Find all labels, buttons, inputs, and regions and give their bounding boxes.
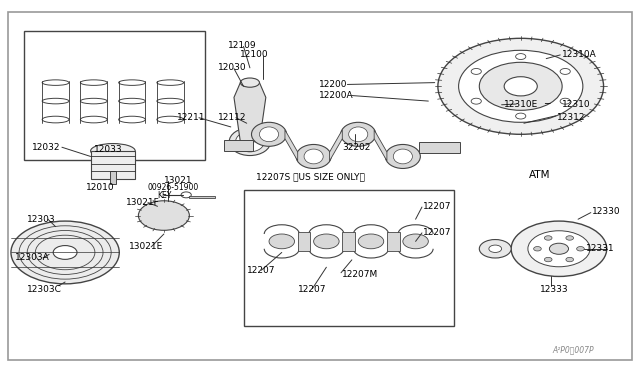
Circle shape <box>11 221 119 284</box>
Circle shape <box>471 98 481 104</box>
Circle shape <box>438 38 604 134</box>
Text: 12207M: 12207M <box>342 270 378 279</box>
Text: 12200A: 12200A <box>319 91 353 100</box>
Polygon shape <box>387 232 399 251</box>
Text: 12310: 12310 <box>562 100 591 109</box>
Polygon shape <box>342 232 355 251</box>
Circle shape <box>545 236 552 240</box>
Circle shape <box>511 221 607 276</box>
Circle shape <box>528 231 590 267</box>
Text: 12330: 12330 <box>592 207 621 217</box>
Circle shape <box>534 247 541 251</box>
Bar <box>91 151 135 179</box>
Text: 12200: 12200 <box>319 80 348 89</box>
Text: 12331: 12331 <box>586 244 614 253</box>
Text: KEY: KEY <box>157 191 172 200</box>
Text: 12303C: 12303C <box>27 285 61 294</box>
Text: 12207: 12207 <box>423 202 452 211</box>
Text: 12100: 12100 <box>241 51 269 60</box>
Text: 12033: 12033 <box>94 145 123 154</box>
Text: 12112: 12112 <box>218 113 246 122</box>
Polygon shape <box>330 130 342 161</box>
Text: 12312: 12312 <box>557 113 586 122</box>
Text: ─: ─ <box>544 100 550 109</box>
Text: 12207: 12207 <box>298 285 326 294</box>
Circle shape <box>516 54 526 60</box>
Bar <box>24 31 205 160</box>
Text: 12310A: 12310A <box>562 51 597 60</box>
Circle shape <box>516 113 526 119</box>
Ellipse shape <box>91 144 135 158</box>
Circle shape <box>53 246 77 259</box>
Polygon shape <box>298 232 310 251</box>
Text: 12303: 12303 <box>27 215 56 224</box>
Text: 12030: 12030 <box>218 63 246 72</box>
Text: A²P0）007P: A²P0）007P <box>552 346 594 355</box>
Text: 12207: 12207 <box>423 228 452 237</box>
Ellipse shape <box>304 149 323 164</box>
Text: 12211: 12211 <box>177 113 205 122</box>
Text: 13021: 13021 <box>164 176 193 185</box>
Polygon shape <box>285 130 298 161</box>
Circle shape <box>314 234 339 249</box>
Circle shape <box>566 236 573 240</box>
Polygon shape <box>225 140 253 151</box>
Circle shape <box>560 98 570 104</box>
Circle shape <box>479 62 562 110</box>
Text: 12207: 12207 <box>246 266 275 275</box>
Polygon shape <box>374 130 387 161</box>
Ellipse shape <box>349 127 368 142</box>
Ellipse shape <box>259 127 278 142</box>
Circle shape <box>138 201 189 230</box>
Text: 13021E: 13021E <box>129 243 163 251</box>
Circle shape <box>403 234 428 249</box>
Circle shape <box>459 50 583 122</box>
Circle shape <box>549 243 568 254</box>
Ellipse shape <box>236 132 264 152</box>
Ellipse shape <box>394 149 412 164</box>
Text: 12010: 12010 <box>86 183 115 192</box>
Ellipse shape <box>296 144 331 169</box>
Ellipse shape <box>229 128 271 155</box>
Text: 12303A: 12303A <box>15 253 50 263</box>
Circle shape <box>504 77 538 96</box>
Ellipse shape <box>241 78 259 87</box>
Text: 12032: 12032 <box>32 143 60 152</box>
Circle shape <box>471 68 481 74</box>
Ellipse shape <box>385 144 420 169</box>
Text: 12310E: 12310E <box>504 100 538 109</box>
Circle shape <box>545 257 552 262</box>
Circle shape <box>577 247 584 251</box>
Ellipse shape <box>340 122 376 146</box>
Circle shape <box>479 240 511 258</box>
Text: 12109: 12109 <box>228 41 256 50</box>
Text: 00926-51900: 00926-51900 <box>148 183 199 192</box>
Circle shape <box>560 68 570 74</box>
Text: 12333: 12333 <box>540 285 568 294</box>
Polygon shape <box>234 83 266 142</box>
Bar <box>244 190 454 326</box>
Bar <box>109 171 116 184</box>
Circle shape <box>269 234 294 249</box>
Text: 13021F: 13021F <box>125 198 159 207</box>
Polygon shape <box>419 142 460 153</box>
Text: 12207S 〈US SIZE ONLY〉: 12207S 〈US SIZE ONLY〉 <box>256 172 365 181</box>
Bar <box>189 196 215 198</box>
Circle shape <box>489 245 502 253</box>
Text: ATM: ATM <box>529 170 550 180</box>
Circle shape <box>566 257 573 262</box>
Text: 32202: 32202 <box>342 143 371 152</box>
Circle shape <box>358 234 384 249</box>
Ellipse shape <box>252 122 287 146</box>
